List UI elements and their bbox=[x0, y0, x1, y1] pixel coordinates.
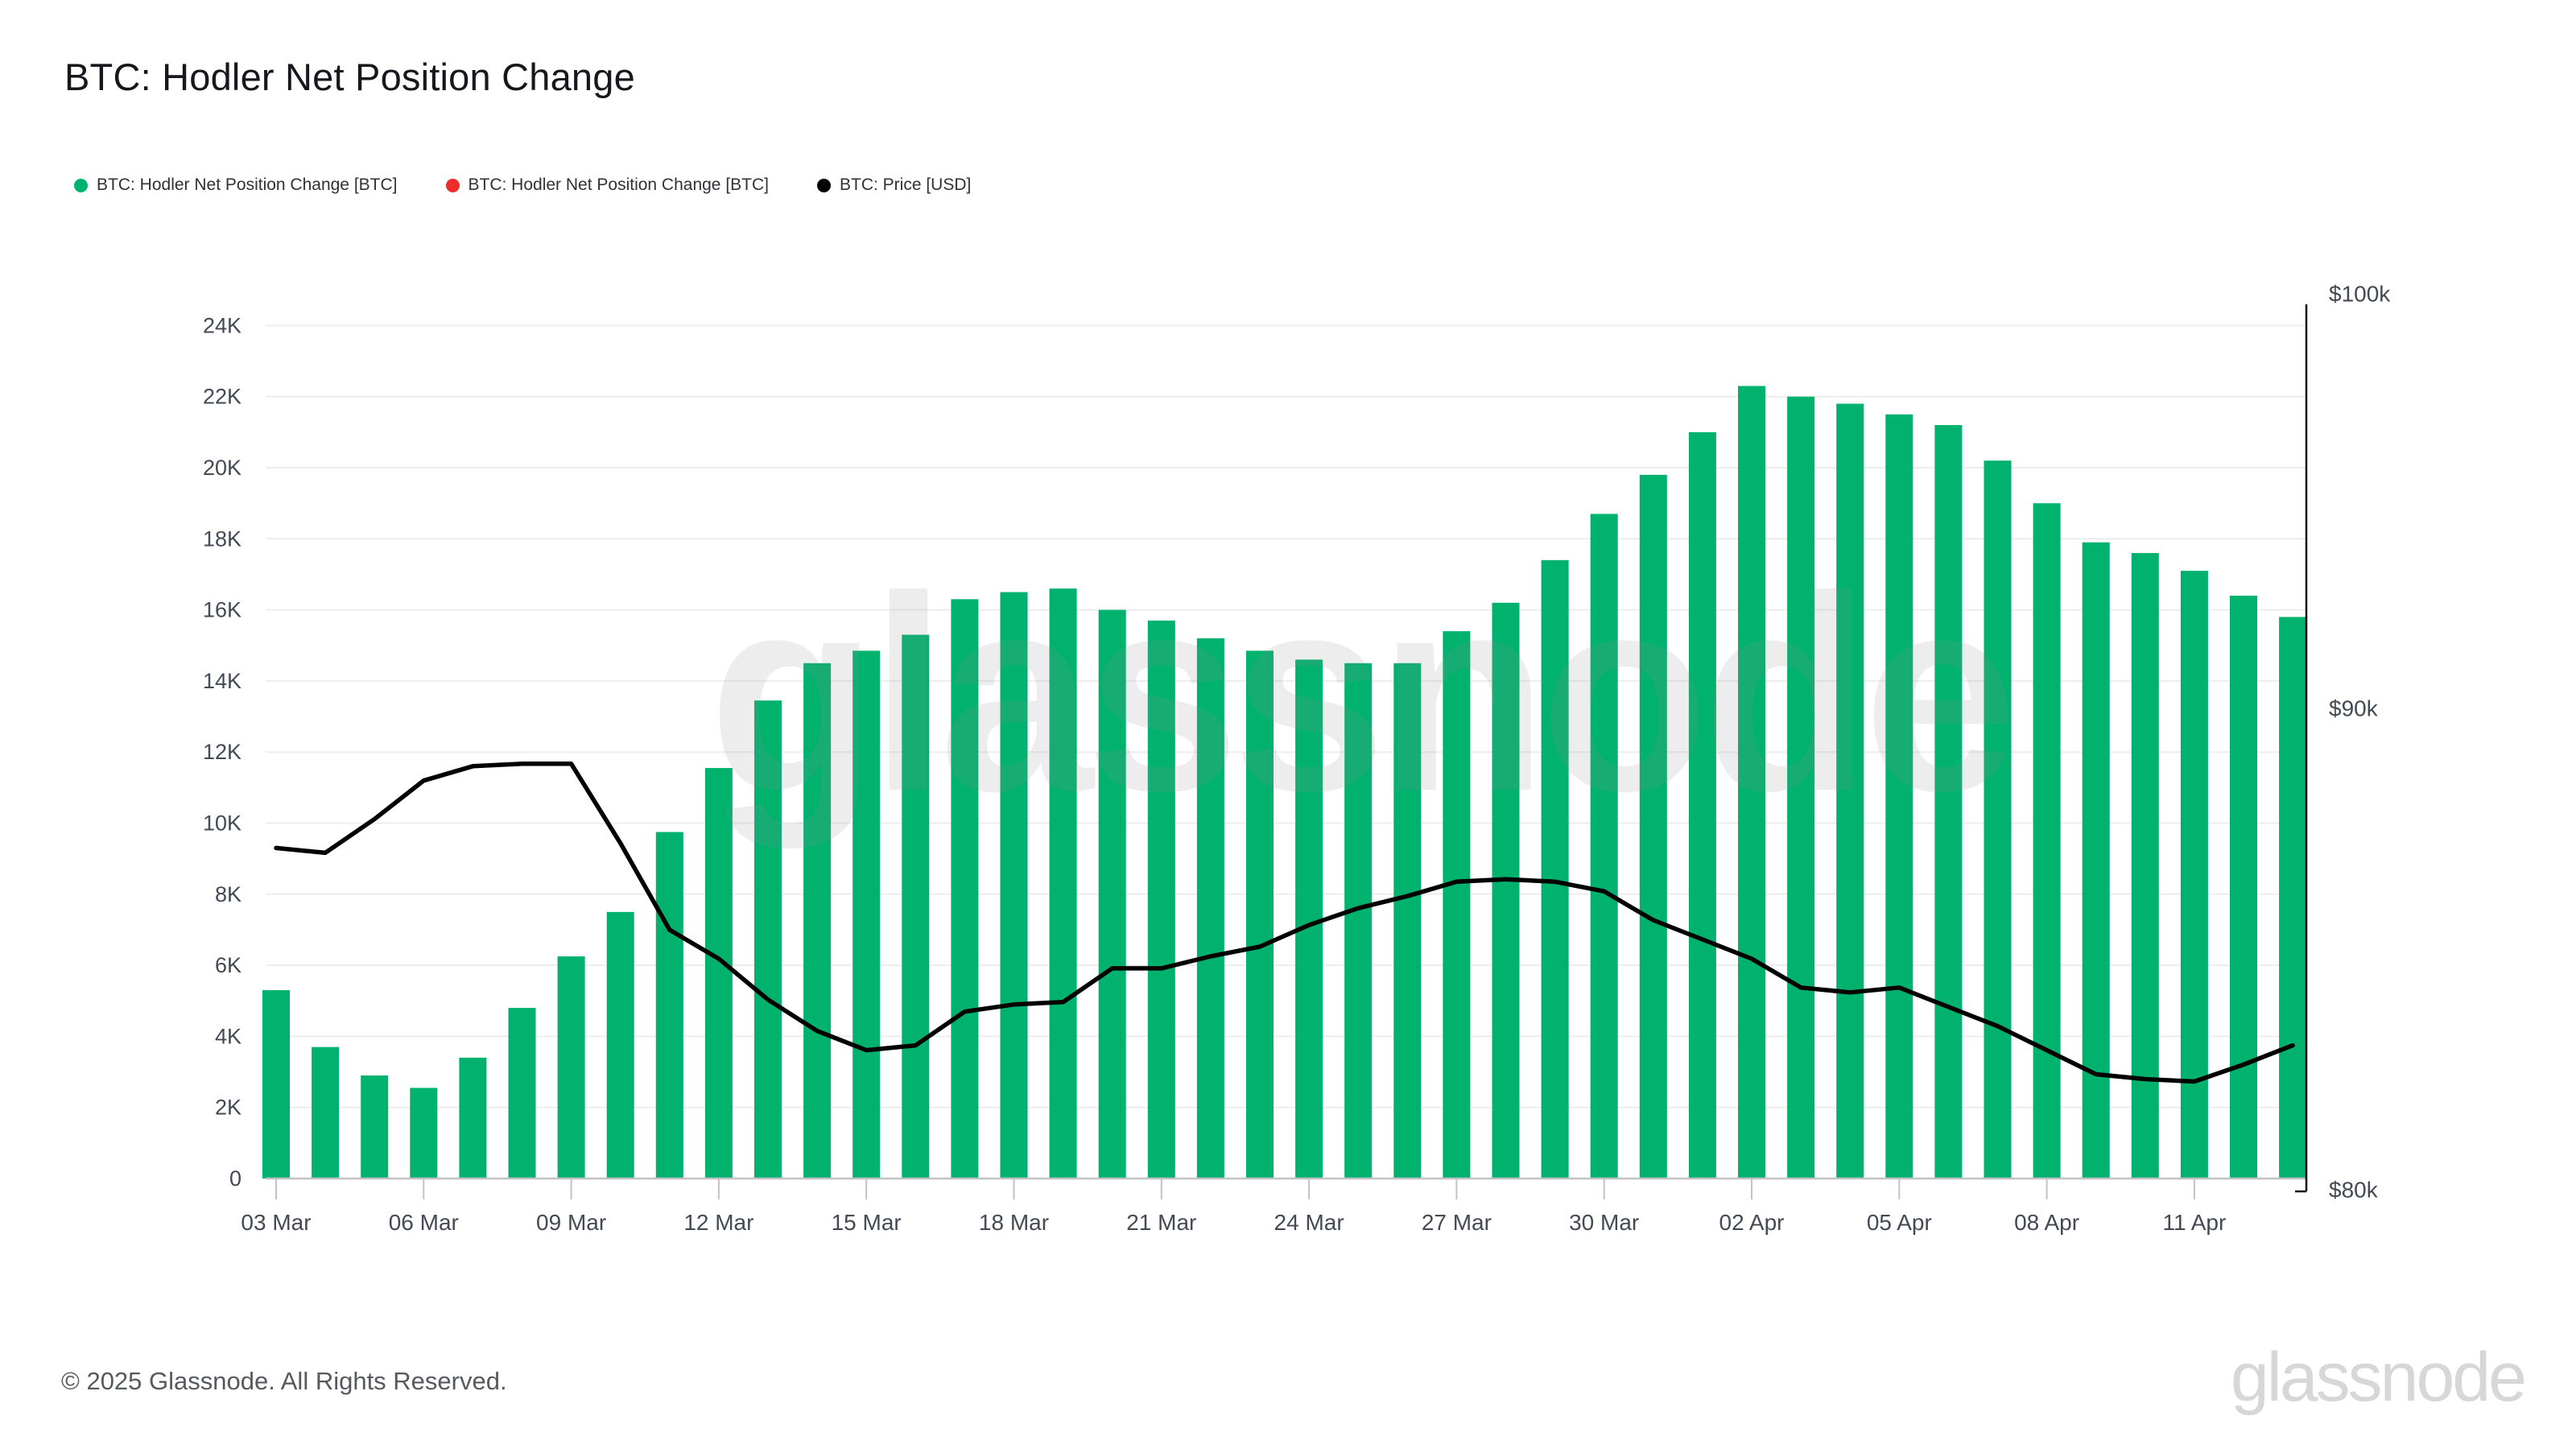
left-axis-tick-label: 24K bbox=[203, 313, 242, 337]
bar-30-Mar[interactable] bbox=[1590, 514, 1618, 1179]
bar-18-Mar[interactable] bbox=[1000, 592, 1028, 1179]
bar-05-Apr[interactable] bbox=[1885, 414, 1913, 1179]
x-axis-tick-label: 18 Mar bbox=[979, 1210, 1049, 1235]
left-axis-tick-label: 4K bbox=[215, 1024, 242, 1048]
x-axis-tick-label: 30 Mar bbox=[1569, 1210, 1639, 1235]
left-axis-tick-label: 2K bbox=[215, 1096, 242, 1120]
bar-28-Mar[interactable] bbox=[1492, 602, 1520, 1179]
x-axis-tick-label: 03 Mar bbox=[241, 1210, 311, 1235]
bar-21-Mar[interactable] bbox=[1147, 620, 1175, 1179]
legend-item-label: BTC: Hodler Net Position Change [BTC] bbox=[97, 175, 398, 194]
left-axis-tick-label: 18K bbox=[203, 526, 242, 551]
bar-12-Apr[interactable] bbox=[2230, 595, 2257, 1179]
bar-04-Mar[interactable] bbox=[312, 1046, 340, 1179]
bar-23-Mar[interactable] bbox=[1246, 650, 1274, 1179]
bar-07-Apr[interactable] bbox=[1984, 460, 2012, 1179]
left-axis-tick-label: 10K bbox=[203, 811, 242, 836]
bar-25-Mar[interactable] bbox=[1344, 663, 1373, 1179]
right-axis-tick-label: $90k bbox=[2329, 696, 2379, 721]
x-axis-tick-label: 06 Mar bbox=[389, 1210, 459, 1235]
price-line[interactable] bbox=[274, 762, 2295, 1084]
bar-03-Apr[interactable] bbox=[1787, 396, 1815, 1179]
left-axis-tick-label: 6K bbox=[215, 953, 242, 977]
bar-12-Mar[interactable] bbox=[704, 768, 733, 1179]
right-axis-tick-label: $80k bbox=[2329, 1178, 2379, 1203]
legend-item-0[interactable]: BTC: Hodler Net Position Change [BTC] bbox=[74, 175, 398, 195]
bar-17-Mar[interactable] bbox=[951, 599, 979, 1179]
bar-03-Mar[interactable] bbox=[262, 990, 290, 1179]
chart-legend: BTC: Hodler Net Position Change [BTC] BTC… bbox=[74, 175, 1019, 195]
bar-19-Mar[interactable] bbox=[1049, 588, 1077, 1179]
x-axis-tick-label: 21 Mar bbox=[1126, 1210, 1196, 1235]
bar-15-Mar[interactable] bbox=[852, 650, 881, 1179]
x-axis-tick-label: 02 Apr bbox=[1719, 1210, 1785, 1235]
x-axis-tick-label: 12 Mar bbox=[683, 1210, 753, 1235]
x-axis-tick-label: 11 Apr bbox=[2162, 1210, 2226, 1235]
x-axis-tick-label: 27 Mar bbox=[1422, 1210, 1492, 1235]
page-title: BTC: Hodler Net Position Change bbox=[64, 56, 635, 98]
legend-item-label: BTC: Hodler Net Position Change [BTC] bbox=[468, 175, 770, 194]
left-axis-tick-label: 12K bbox=[203, 740, 242, 764]
bar-11-Mar[interactable] bbox=[655, 832, 683, 1179]
legend-item-label: BTC: Price [USD] bbox=[840, 175, 972, 194]
bar-07-Mar[interactable] bbox=[459, 1057, 487, 1179]
legend-item-2[interactable]: BTC: Price [USD] bbox=[817, 175, 971, 195]
bar-14-Mar[interactable] bbox=[803, 663, 832, 1179]
left-axis-tick-label: 0 bbox=[229, 1166, 242, 1191]
bar-08-Mar[interactable] bbox=[508, 1008, 536, 1179]
left-axis-tick-label: 20K bbox=[203, 456, 242, 480]
bar-11-Apr[interactable] bbox=[2180, 571, 2208, 1179]
circle-icon bbox=[817, 178, 831, 192]
bar-16-Mar[interactable] bbox=[902, 634, 930, 1179]
left-axis-tick-label: 8K bbox=[215, 882, 242, 906]
bar-06-Mar[interactable] bbox=[410, 1088, 438, 1179]
legend-item-1[interactable]: BTC: Hodler Net Position Change [BTC] bbox=[445, 175, 770, 195]
bar-04-Apr[interactable] bbox=[1836, 403, 1864, 1179]
x-axis-tick-label: 15 Mar bbox=[832, 1210, 902, 1235]
bar-10-Apr[interactable] bbox=[2131, 552, 2159, 1179]
x-axis-tick-label: 08 Apr bbox=[2014, 1210, 2079, 1235]
bar-26-Mar[interactable] bbox=[1393, 663, 1422, 1179]
bar-06-Apr[interactable] bbox=[1934, 425, 1963, 1179]
bar-29-Mar[interactable] bbox=[1541, 559, 1569, 1179]
bar-22-Mar[interactable] bbox=[1196, 638, 1224, 1179]
left-axis-tick-label: 16K bbox=[203, 598, 242, 622]
bar-01-Apr[interactable] bbox=[1688, 431, 1716, 1179]
copyright-text: © 2025 Glassnode. All Rights Reserved. bbox=[61, 1367, 507, 1395]
left-axis-tick-label: 14K bbox=[203, 669, 242, 693]
circle-icon bbox=[74, 178, 88, 192]
bar-09-Mar[interactable] bbox=[557, 956, 585, 1179]
x-axis-tick-label: 24 Mar bbox=[1274, 1210, 1344, 1235]
bar-02-Apr[interactable] bbox=[1738, 386, 1765, 1179]
bar-20-Mar[interactable] bbox=[1098, 609, 1126, 1179]
x-axis-tick-label: 09 Mar bbox=[536, 1210, 606, 1235]
bar-05-Mar[interactable] bbox=[361, 1075, 389, 1179]
bar-31-Mar[interactable] bbox=[1639, 474, 1667, 1179]
bar-27-Mar[interactable] bbox=[1443, 631, 1471, 1179]
bar-13-Mar[interactable] bbox=[754, 700, 782, 1179]
left-axis-tick-label: 22K bbox=[203, 385, 242, 409]
bar-10-Mar[interactable] bbox=[606, 911, 634, 1179]
right-axis-tick-label: $100k bbox=[2329, 282, 2391, 307]
glassnode-logo: glassnode bbox=[2230, 1339, 2527, 1416]
x-axis-tick-label: 05 Apr bbox=[1867, 1210, 1932, 1235]
circle-icon bbox=[445, 178, 460, 192]
bar-13-Apr[interactable] bbox=[2279, 617, 2307, 1179]
bar-08-Apr[interactable] bbox=[2033, 503, 2061, 1179]
bar-24-Mar[interactable] bbox=[1295, 659, 1323, 1179]
bar-09-Apr[interactable] bbox=[2082, 542, 2110, 1179]
